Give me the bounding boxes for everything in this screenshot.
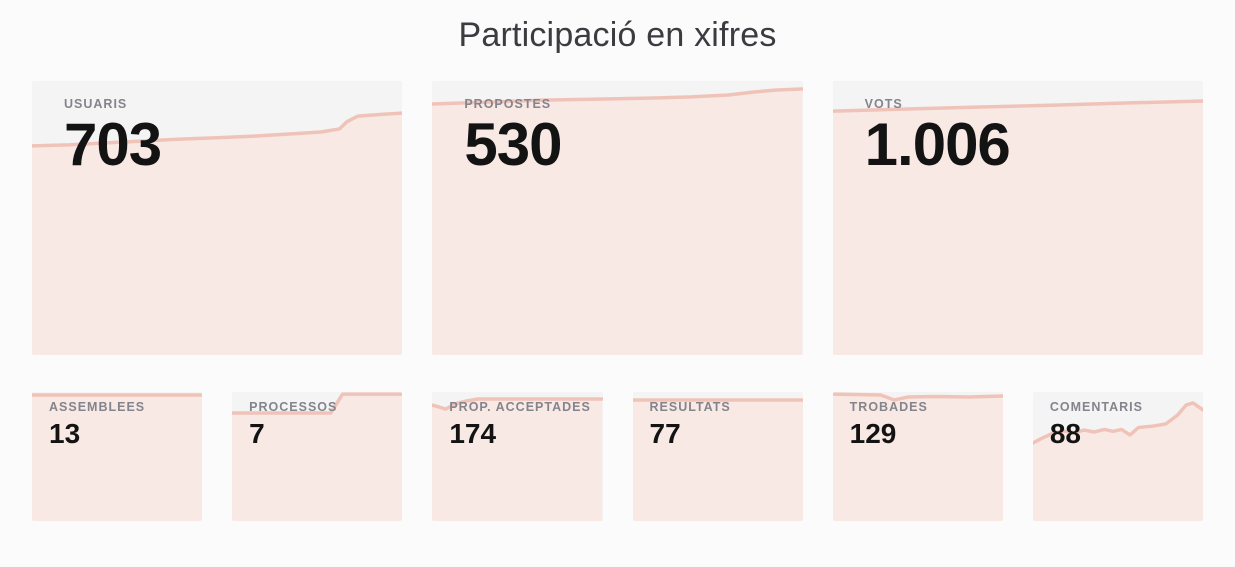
stat-card-prop-acceptades: PROP. ACCEPTADES 174 [432,392,603,521]
stat-label: COMENTARIS [1049,400,1143,414]
stat-card-content: USUARIS 703 [32,81,402,176]
stat-value: 88 [1049,418,1081,449]
stat-card-assemblees: ASSEMBLEES 13 [32,392,203,521]
stat-card-content: TROBADES 129 [833,392,1003,448]
stat-card-processos: PROCESSOS 7 [232,392,403,521]
stat-value: 1.006 [864,111,1011,178]
stat-value: 703 [64,111,162,178]
stat-card-propostes: PROPOSTES 530 [432,81,803,355]
stat-value: 174 [449,418,497,449]
stat-value: 530 [464,111,562,178]
sparkline-chart [1032,392,1203,521]
stats-grid: USUARIS 703 PROPOSTES 530 VOTS 1.006 ASS… [32,81,1203,521]
stat-label: USUARIS [64,97,128,111]
sparkline-chart [832,81,1203,355]
stat-card-content: PROPOSTES 530 [432,81,802,176]
stat-value: 13 [49,418,81,449]
stat-card-resultats: RESULTATS 77 [632,392,803,521]
stat-label: PROPOSTES [464,97,552,111]
sparkline-chart [32,392,203,521]
page-title: Participació en xifres [458,16,777,54]
sparkline-chart [832,392,1003,521]
stat-label: PROCESSOS [249,400,338,414]
stat-card-vots: VOTS 1.006 [832,81,1203,355]
stat-card-content: VOTS 1.006 [833,81,1203,176]
stat-label: PROP. ACCEPTADES [449,400,591,414]
stat-card-trobades: TROBADES 129 [832,392,1003,521]
stat-value: 77 [649,418,681,449]
stat-label: VOTS [864,97,903,111]
sparkline-chart [632,392,803,521]
sparkline-chart [232,392,403,521]
stat-card-content: PROCESSOS 7 [232,392,402,448]
stat-card-content: RESULTATS 77 [633,392,803,448]
sparkline-chart [432,81,803,355]
stat-card-content: ASSEMBLEES 13 [32,392,202,448]
stat-card-content: COMENTARIS 88 [1033,392,1203,448]
stat-label: ASSEMBLEES [49,400,146,414]
stat-label: RESULTATS [649,400,731,414]
stat-card-content: PROP. ACCEPTADES 174 [432,392,602,448]
stat-card-comentaris: COMENTARIS 88 [1032,392,1203,521]
sparkline-chart [32,81,403,355]
stat-label: TROBADES [849,400,928,414]
stat-card-usuaris: USUARIS 703 [32,81,403,355]
stat-value: 129 [849,418,897,449]
stat-value: 7 [249,418,265,449]
sparkline-chart [432,392,603,521]
